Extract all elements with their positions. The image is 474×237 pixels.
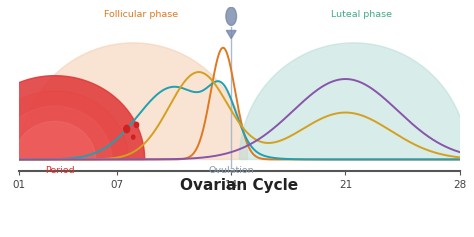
Text: Period: Period [45, 166, 74, 175]
Circle shape [132, 135, 135, 139]
Polygon shape [226, 31, 236, 39]
Text: Ovulation: Ovulation [209, 166, 254, 175]
Text: Luteal phase: Luteal phase [331, 10, 392, 19]
Polygon shape [19, 43, 247, 160]
Text: Follicular phase: Follicular phase [104, 10, 179, 19]
Ellipse shape [226, 7, 237, 25]
Polygon shape [0, 106, 112, 160]
Polygon shape [0, 91, 128, 160]
Circle shape [135, 122, 138, 128]
Circle shape [124, 125, 130, 133]
Polygon shape [0, 76, 145, 160]
Polygon shape [239, 43, 468, 160]
Polygon shape [14, 121, 96, 160]
Text: Ovarian Cycle: Ovarian Cycle [180, 178, 299, 193]
